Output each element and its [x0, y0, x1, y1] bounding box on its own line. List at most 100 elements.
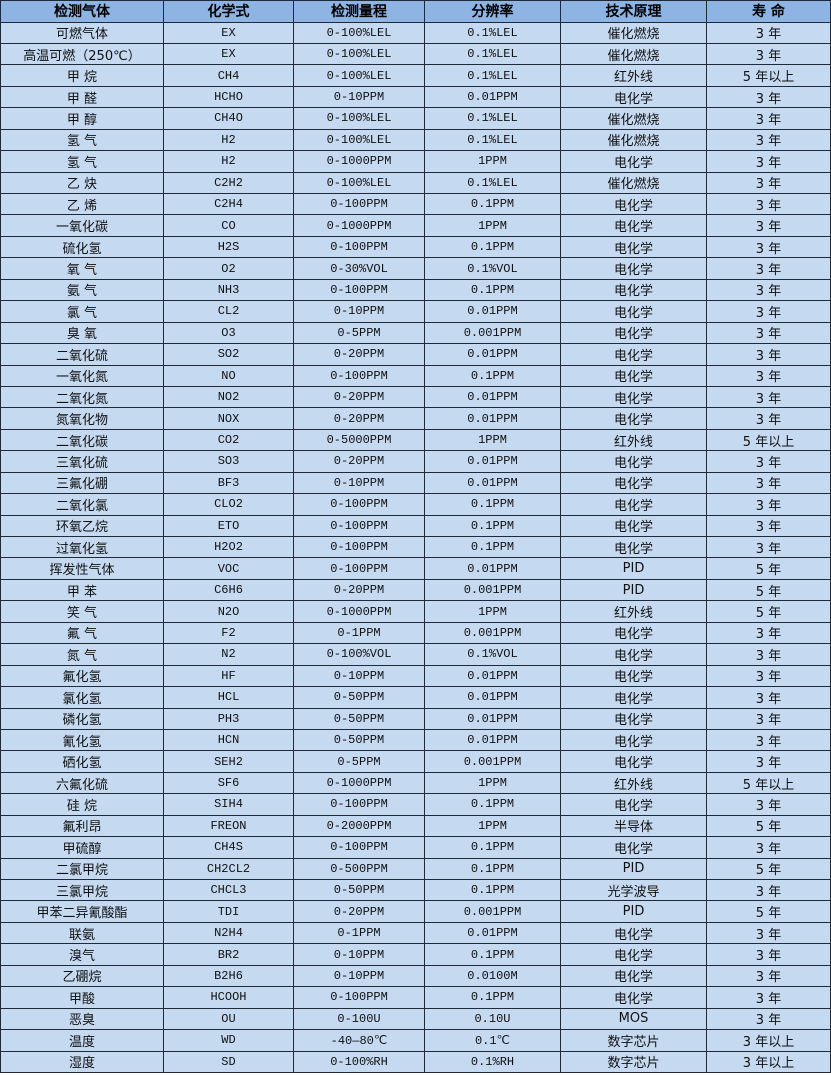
cell-resolution: 0.001PPM: [424, 578, 561, 602]
cell-formula: N2: [163, 643, 294, 666]
table-row: 二氧化碳 CO2 0-5000PPM 1PPM 红外线 5 年以上: [0, 428, 831, 452]
cell-lifespan: 3 年: [706, 257, 831, 280]
cell-range: 0-100PPM: [293, 278, 425, 302]
header-row: 检测气体 化学式 检测量程 分辨率 技术原理 寿 命: [0, 0, 831, 23]
table-row: 乙 烯 C2H4 0-100PPM 0.1PPM 电化学 3 年: [0, 192, 831, 216]
cell-lifespan: 3 年: [706, 836, 831, 859]
cell-lifespan: 3 年: [706, 921, 831, 945]
cell-formula: NOX: [163, 407, 294, 430]
cell-gas: 三氯甲烷: [0, 878, 164, 902]
cell-lifespan: 3 年: [706, 878, 831, 902]
cell-resolution: 0.1%LEL: [424, 128, 561, 152]
cell-principle: 电化学: [560, 343, 707, 366]
header-lifespan: 寿 命: [706, 0, 831, 23]
cell-lifespan: 3 年: [706, 621, 831, 645]
table-row: 二氧化氯 CLO2 0-100PPM 0.1PPM 电化学 3 年: [0, 493, 831, 516]
cell-principle: 催化燃烧: [560, 171, 707, 195]
cell-range: 0-100PPM: [293, 986, 425, 1009]
cell-gas: 甲 醛: [0, 85, 164, 109]
cell-gas: 一氧化氮: [0, 364, 164, 387]
cell-formula: HCL: [163, 686, 294, 709]
cell-gas: 氨 气: [0, 278, 164, 302]
cell-range: 0-50PPM: [293, 728, 425, 752]
cell-lifespan: 3 年: [706, 943, 831, 966]
cell-range: 0-10PPM: [293, 471, 425, 495]
cell-gas: 二氧化氯: [0, 493, 164, 516]
cell-formula: N2O: [163, 600, 294, 623]
table-row: 笑 气 N2O 0-1000PPM 1PPM 红外线 5 年: [0, 600, 831, 623]
cell-principle: 电化学: [560, 750, 707, 773]
cell-range: 0-50PPM: [293, 878, 425, 902]
cell-range: 0-100PPM: [293, 535, 425, 559]
cell-principle: 电化学: [560, 728, 707, 752]
cell-gas: 硫化氢: [0, 235, 164, 259]
cell-resolution: 1PPM: [424, 214, 561, 237]
cell-formula: N2H4: [163, 921, 294, 945]
cell-principle: 电化学: [560, 450, 707, 473]
cell-resolution: 0.01PPM: [424, 85, 561, 109]
cell-lifespan: 3 年: [706, 385, 831, 409]
cell-formula: VOC: [163, 557, 294, 580]
cell-range: 0-100%LEL: [293, 128, 425, 152]
cell-formula: WD: [163, 1029, 294, 1052]
cell-lifespan: 5 年: [706, 857, 831, 881]
cell-principle: 数字芯片: [560, 1029, 707, 1052]
cell-gas: 挥发性气体: [0, 557, 164, 580]
cell-gas: 联氨: [0, 921, 164, 945]
cell-gas: 温度: [0, 1029, 164, 1052]
cell-formula: C2H2: [163, 171, 294, 195]
cell-formula: CH2CL2: [163, 857, 294, 881]
cell-lifespan: 3 年: [706, 107, 831, 130]
cell-gas: 甲 醇: [0, 107, 164, 130]
cell-range: 0-50PPM: [293, 686, 425, 709]
cell-formula: BR2: [163, 943, 294, 966]
cell-lifespan: 5 年: [706, 900, 831, 923]
cell-resolution: 0.1PPM: [424, 235, 561, 259]
cell-lifespan: 3 年: [706, 278, 831, 302]
cell-resolution: 0.1%LEL: [424, 64, 561, 87]
cell-principle: 电化学: [560, 214, 707, 237]
cell-resolution: 0.001PPM: [424, 750, 561, 773]
cell-formula: OU: [163, 1007, 294, 1031]
cell-lifespan: 5 年以上: [706, 428, 831, 452]
cell-gas: 磷化氢: [0, 707, 164, 730]
cell-resolution: 0.1%RH: [424, 1050, 561, 1073]
cell-lifespan: 3 年: [706, 85, 831, 109]
header-resolution: 分辨率: [424, 0, 561, 23]
cell-range: 0-100PPM: [293, 836, 425, 859]
cell-range: 0-20PPM: [293, 450, 425, 473]
cell-resolution: 0.1%VOL: [424, 643, 561, 666]
cell-range: 0-10PPM: [293, 964, 425, 988]
table-row: 甲 烷 CH4 0-100%LEL 0.1%LEL 红外线 5 年以上: [0, 64, 831, 87]
cell-formula: HCN: [163, 728, 294, 752]
cell-formula: PH3: [163, 707, 294, 730]
cell-formula: O2: [163, 257, 294, 280]
table-row: 氯 气 CL2 0-10PPM 0.01PPM 电化学 3 年: [0, 300, 831, 323]
cell-gas: 三氟化硼: [0, 471, 164, 495]
cell-range: 0-5000PPM: [293, 428, 425, 452]
cell-range: 0-1PPM: [293, 621, 425, 645]
cell-range: 0-500PPM: [293, 857, 425, 881]
cell-lifespan: 3 年: [706, 128, 831, 152]
cell-resolution: 0.01PPM: [424, 707, 561, 730]
table-row: 氟利昂 FREON 0-2000PPM 1PPM 半导体 5 年: [0, 814, 831, 838]
cell-gas: 环氧乙烷: [0, 514, 164, 538]
cell-resolution: 1PPM: [424, 814, 561, 838]
cell-resolution: 0.01PPM: [424, 728, 561, 752]
cell-principle: 光学波导: [560, 878, 707, 902]
cell-lifespan: 3 年: [706, 150, 831, 173]
cell-resolution: 1PPM: [424, 150, 561, 173]
cell-lifespan: 5 年: [706, 557, 831, 580]
cell-resolution: 0.1%LEL: [424, 42, 561, 66]
cell-resolution: 0.1%LEL: [424, 171, 561, 195]
table-row: 乙 炔 C2H2 0-100%LEL 0.1%LEL 催化燃烧 3 年: [0, 171, 831, 195]
cell-gas: 甲酸: [0, 986, 164, 1009]
cell-resolution: 0.1PPM: [424, 535, 561, 559]
table-row: 一氧化氮 NO 0-100PPM 0.1PPM 电化学 3 年: [0, 364, 831, 387]
cell-lifespan: 3 年以上: [706, 1029, 831, 1052]
cell-range: 0-100PPM: [293, 514, 425, 538]
cell-resolution: 0.1PPM: [424, 364, 561, 387]
cell-resolution: 0.0100M: [424, 964, 561, 988]
table-row: 氮氧化物 NOX 0-20PPM 0.01PPM 电化学 3 年: [0, 407, 831, 430]
cell-gas: 二氧化碳: [0, 428, 164, 452]
